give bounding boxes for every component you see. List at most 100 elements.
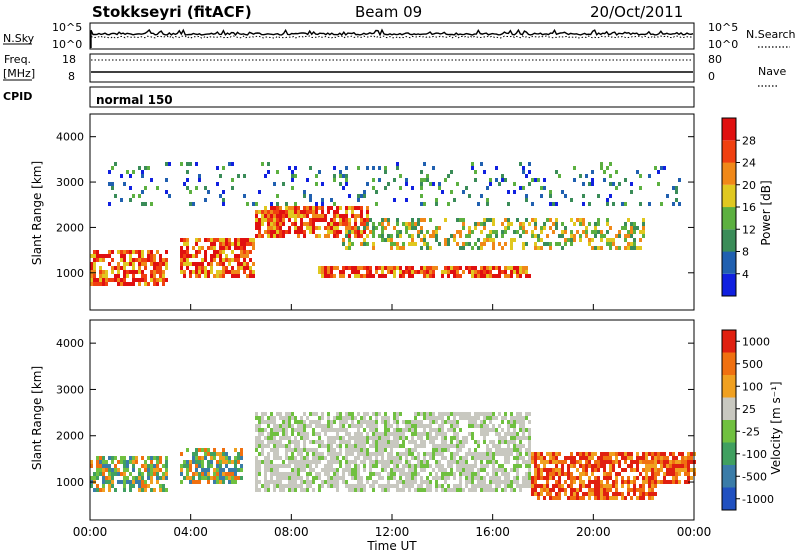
data-cell [393, 476, 396, 480]
data-cell [585, 174, 588, 178]
data-cell [318, 420, 321, 424]
data-cell [342, 416, 345, 420]
data-cell [399, 432, 402, 436]
data-cell [126, 480, 129, 484]
data-cell [315, 424, 318, 428]
data-cell [234, 456, 237, 460]
data-cell [435, 226, 438, 230]
data-cell [318, 476, 321, 480]
data-cell [387, 464, 390, 468]
data-cell [279, 476, 282, 480]
data-cell [546, 492, 549, 496]
freq-panel-frame [89, 53, 695, 83]
data-cell [216, 238, 219, 242]
data-cell [432, 270, 435, 274]
data-cell [273, 464, 276, 468]
data-cell [498, 448, 501, 452]
data-cell [519, 424, 522, 428]
data-cell [444, 432, 447, 436]
data-cell [507, 428, 510, 432]
data-cell [294, 202, 297, 206]
data-cell [162, 488, 165, 492]
data-cell [144, 166, 147, 170]
data-cell [153, 282, 156, 286]
data-cell [216, 460, 219, 464]
data-cell [492, 488, 495, 492]
data-cell [105, 460, 108, 464]
y-tick-label: 2000 [56, 430, 84, 443]
data-cell [387, 266, 390, 270]
data-cell [645, 468, 648, 472]
data-cell [516, 480, 519, 484]
data-cell [405, 226, 408, 230]
data-cell [405, 448, 408, 452]
data-cell [189, 464, 192, 468]
data-cell [156, 468, 159, 472]
data-cell [153, 270, 156, 274]
data-cell [327, 468, 330, 472]
data-cell [366, 226, 369, 230]
data-cell [108, 202, 111, 206]
data-cell [687, 456, 690, 460]
data-cell [477, 246, 480, 250]
data-cell [684, 456, 687, 460]
data-cell [96, 258, 99, 262]
data-cell [570, 496, 573, 500]
data-cell [528, 452, 531, 456]
data-cell [168, 162, 171, 166]
data-cell [591, 472, 594, 476]
data-cell [123, 274, 126, 278]
data-cell [447, 266, 450, 270]
data-cell [633, 480, 636, 484]
data-cell [399, 234, 402, 238]
data-cell [615, 496, 618, 500]
data-cell [402, 242, 405, 246]
data-cell [315, 464, 318, 468]
data-cell [657, 452, 660, 456]
data-cell [228, 456, 231, 460]
data-cell [570, 464, 573, 468]
data-cell [147, 250, 150, 254]
data-cell [603, 456, 606, 460]
data-cell [396, 166, 399, 170]
data-cell [411, 424, 414, 428]
data-cell [282, 222, 285, 226]
data-cell [504, 448, 507, 452]
data-cell [555, 468, 558, 472]
data-cell [396, 420, 399, 424]
data-cell [294, 480, 297, 484]
data-cell [396, 412, 399, 416]
data-cell [429, 488, 432, 492]
data-cell [132, 274, 135, 278]
data-cell [450, 412, 453, 416]
data-cell [576, 452, 579, 456]
data-cell [396, 444, 399, 448]
data-cell [429, 436, 432, 440]
data-cell [309, 218, 312, 222]
data-cell [102, 282, 105, 286]
data-cell [525, 464, 528, 468]
data-cell [306, 214, 309, 218]
data-cell [129, 250, 132, 254]
data-cell [357, 448, 360, 452]
data-cell [411, 274, 414, 278]
data-cell [483, 226, 486, 230]
colorbar-tick-label: -500 [742, 470, 767, 483]
data-cell [477, 456, 480, 460]
data-cell [381, 456, 384, 460]
data-cell [444, 448, 447, 452]
data-cell [330, 218, 333, 222]
data-cell [312, 476, 315, 480]
data-cell [480, 456, 483, 460]
data-cell [102, 488, 105, 492]
data-cell [612, 202, 615, 206]
data-cell [519, 444, 522, 448]
data-cell [528, 480, 531, 484]
data-cell [354, 464, 357, 468]
data-cell [537, 452, 540, 456]
data-cell [549, 194, 552, 198]
data-cell [516, 266, 519, 270]
data-cell [468, 234, 471, 238]
data-cell [327, 274, 330, 278]
data-cell [165, 476, 168, 480]
